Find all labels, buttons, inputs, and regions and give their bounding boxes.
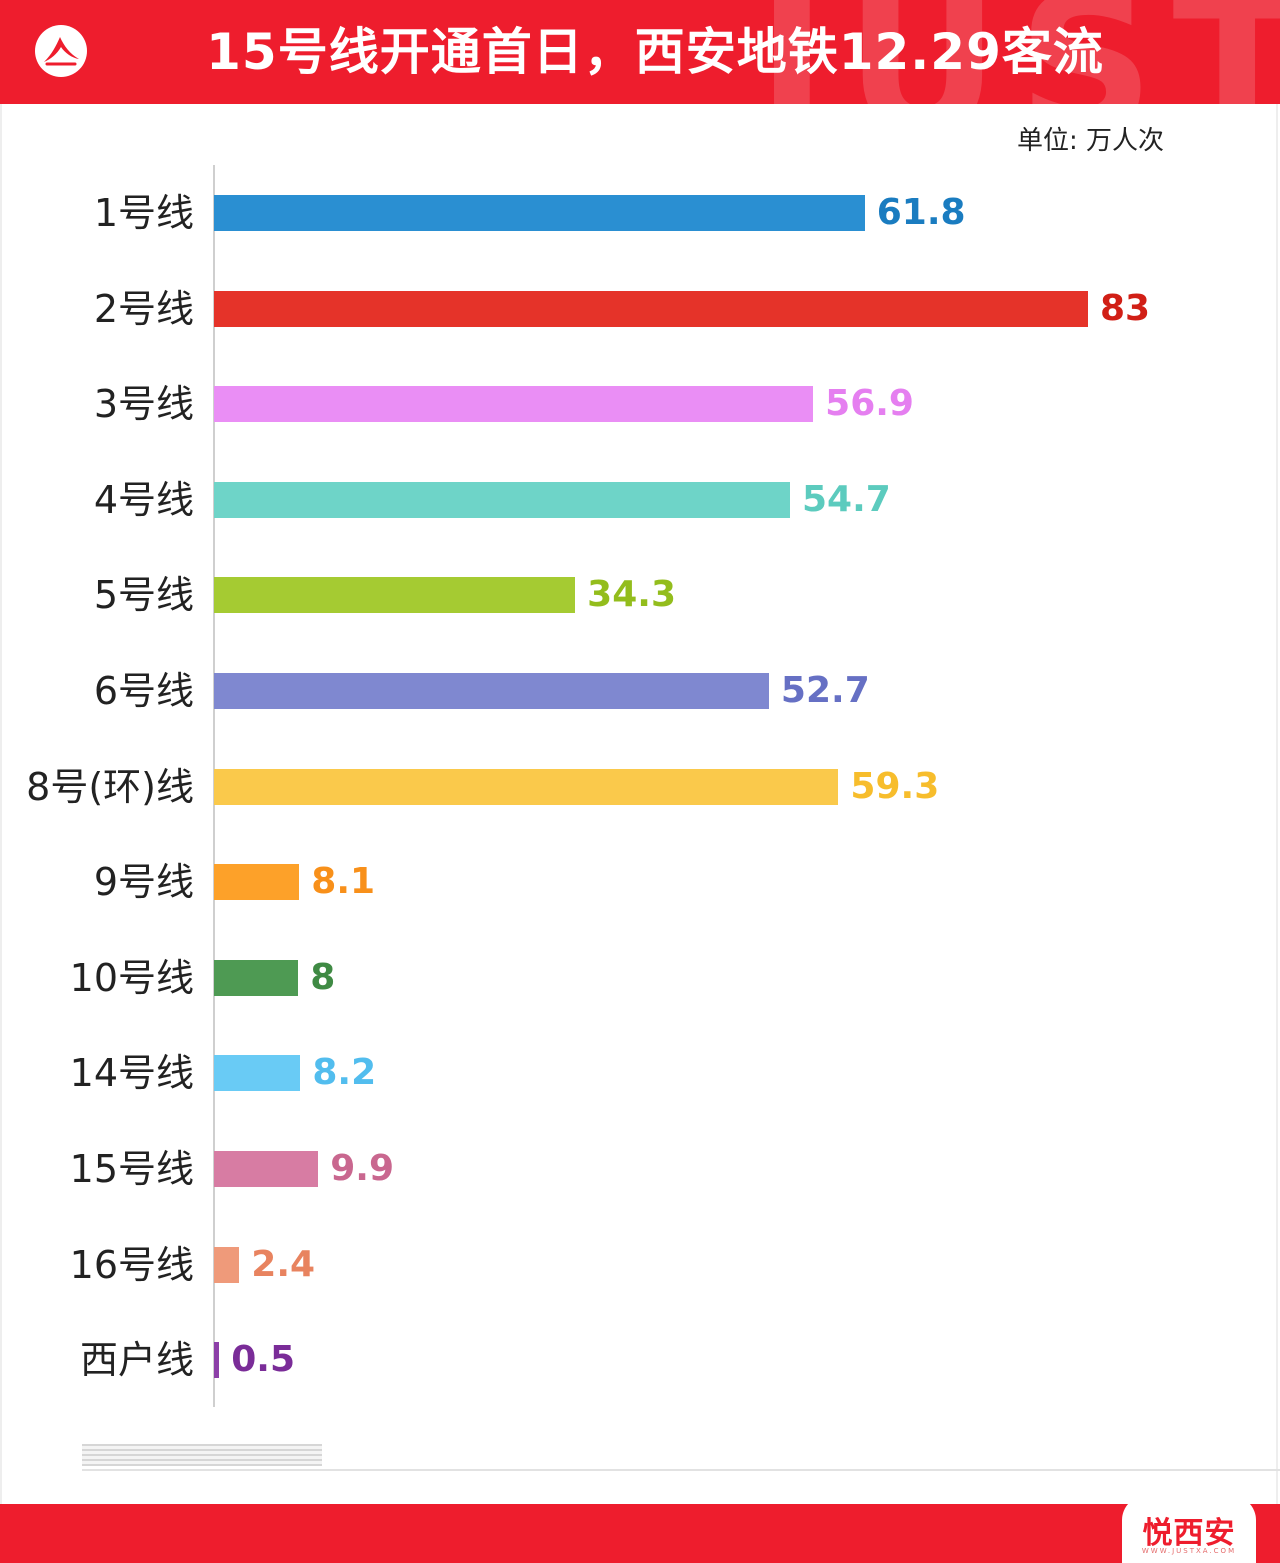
bar <box>214 1055 301 1092</box>
value-label: 8.1 <box>311 861 376 903</box>
bar-row: 3号线 56.9 <box>0 382 1280 427</box>
bar <box>214 481 790 518</box>
unit-label: 单位: 万人次 <box>1016 126 1164 156</box>
bar-row: 5号线 34.3 <box>0 573 1280 618</box>
value-label: 0.5 <box>231 1339 296 1381</box>
redacted-source-text <box>82 1444 322 1466</box>
value-label: 54.7 <box>801 478 891 520</box>
category-label: 6号线 <box>93 669 194 713</box>
brand-badge: 悦西安 WWW.JUSTXA.COM <box>1122 1496 1256 1563</box>
category-label: 西户线 <box>79 1338 194 1383</box>
header-watermark: JUST <box>757 0 1280 104</box>
bar <box>214 195 865 231</box>
bar <box>214 864 300 901</box>
bar-row: 6号线 52.7 <box>0 669 1280 713</box>
category-label: 1号线 <box>93 191 194 235</box>
bar <box>214 386 814 423</box>
category-label: 5号线 <box>93 573 194 618</box>
bar-row: 14号线 8.2 <box>0 1051 1280 1096</box>
bar <box>214 1151 319 1187</box>
bar-row: 9号线 8.1 <box>0 860 1280 905</box>
chart-title: 15号线开通首日，西安地铁12.29客流 <box>206 23 1104 81</box>
value-label: 61.8 <box>876 192 966 233</box>
category-label: 8号(环)线 <box>26 764 194 809</box>
bar-row: 15号线 9.9 <box>0 1147 1280 1191</box>
category-label: 2号线 <box>93 286 194 331</box>
category-label: 9号线 <box>93 860 194 905</box>
brand-url: WWW.JUSTXA.COM <box>1141 1547 1237 1555</box>
bar <box>214 577 576 614</box>
value-label: 2.4 <box>251 1243 316 1285</box>
bar <box>214 768 839 805</box>
value-label: 9.9 <box>330 1148 395 1189</box>
bar-row: 16号线 2.4 <box>0 1242 1280 1287</box>
person-logo-icon <box>35 25 87 77</box>
bar-row: 4号线 54.7 <box>0 477 1280 522</box>
bar-row: 1号线 61.8 <box>0 191 1280 235</box>
bar <box>214 1246 240 1283</box>
value-label: 59.3 <box>850 765 940 807</box>
value-label: 52.7 <box>780 670 870 711</box>
bar <box>214 290 1088 327</box>
category-label: 16号线 <box>69 1242 194 1287</box>
bar <box>214 673 769 709</box>
header-banner: JUST 15号线开通首日，西安地铁12.29客流 <box>0 0 1280 104</box>
value-label: 56.9 <box>825 383 914 425</box>
bar-row: 西户线 0.5 <box>0 1338 1280 1383</box>
bar <box>214 959 299 996</box>
value-label: 83 <box>1100 287 1151 329</box>
category-label: 4号线 <box>93 477 194 522</box>
brand-name: 悦西安 <box>1142 1516 1236 1551</box>
value-label: 8 <box>310 956 336 998</box>
bottom-divider <box>82 1469 1280 1471</box>
footer-banner <box>0 1504 1280 1563</box>
value-label: 34.3 <box>587 574 676 616</box>
chart-panel <box>0 104 1278 1504</box>
bar-row: 2号线 83 <box>0 286 1280 331</box>
category-label: 15号线 <box>69 1147 194 1191</box>
category-label: 14号线 <box>69 1051 194 1096</box>
bar <box>214 1342 220 1379</box>
bar-row: 10号线 8 <box>0 955 1280 1000</box>
category-label: 3号线 <box>93 382 194 427</box>
value-label: 8.2 <box>312 1052 377 1094</box>
bar-row: 8号(环)线 59.3 <box>0 764 1280 809</box>
category-label: 10号线 <box>69 955 194 1000</box>
